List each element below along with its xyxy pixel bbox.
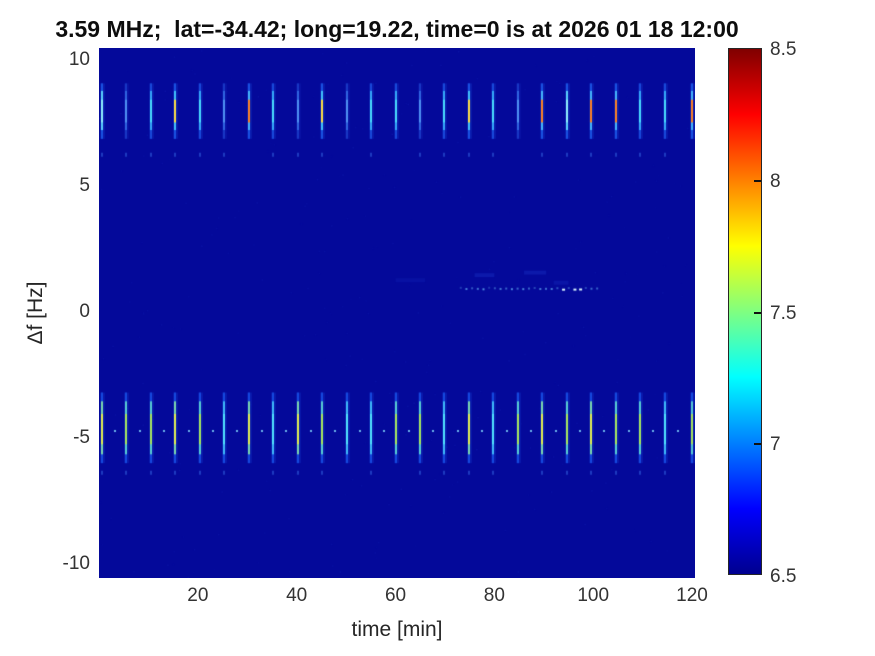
colorbar: [728, 48, 762, 575]
y-tick-label: 10: [68, 48, 90, 70]
colorbar-tick-mark: [754, 443, 761, 446]
y-tick-label: 0: [79, 301, 90, 322]
figure-title: 3.59 MHz; lat=-34.42; long=19.22, time=0…: [55, 16, 739, 42]
x-tick-label: 80: [483, 585, 505, 606]
colorbar-tick-label: 8.5: [770, 39, 797, 60]
colorbar-tick-label: 7.5: [770, 302, 797, 324]
colorbar-tick-mark: [754, 311, 761, 314]
y-tick-label: 5: [79, 174, 90, 196]
x-tick-label: 20: [187, 585, 209, 606]
colorbar-tick-label: 6.5: [770, 566, 797, 587]
heatmap-canvas: [99, 48, 695, 578]
y-tick-label: -5: [73, 427, 90, 449]
colorbar-tick-mark: [754, 179, 761, 182]
x-tick-label: 40: [286, 585, 308, 606]
x-tick-label: 100: [577, 585, 610, 606]
colorbar-tick-label: 7: [770, 434, 781, 456]
y-tick-label: -10: [62, 553, 90, 575]
x-axis-label: time [min]: [351, 618, 443, 641]
x-tick-label: 120: [676, 585, 708, 606]
x-tick-label: 60: [384, 585, 407, 606]
colorbar-tick-label: 8: [770, 170, 781, 192]
